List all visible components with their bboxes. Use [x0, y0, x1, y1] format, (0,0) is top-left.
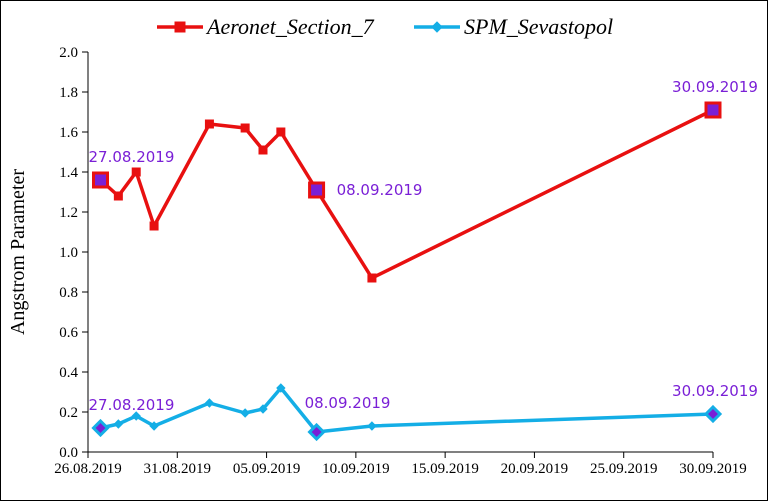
- y-tick-label: 1.4: [59, 165, 78, 181]
- x-tick-label: 31.08.2019: [144, 461, 212, 477]
- data-point-aeronet-section-7: [276, 127, 286, 137]
- highlight-point-aeronet-section-7: [92, 171, 109, 189]
- highlight-point-aeronet-section-7: [704, 101, 722, 119]
- y-axis-label: Angstrom Parameter: [7, 169, 29, 335]
- data-point-spm-sevastopol: [258, 404, 268, 414]
- data-point-aeronet-section-7: [204, 119, 214, 129]
- y-tick-label: 0.0: [59, 445, 78, 461]
- highlight-point-aeronet-section-7: [308, 181, 326, 199]
- annotation-label-aeronet-section-7: 08.09.2019: [337, 181, 423, 199]
- y-tick-label: 0.4: [59, 365, 78, 381]
- annotation-label-aeronet-section-7: 27.08.2019: [89, 148, 175, 166]
- x-tick-label: 05.09.2019: [233, 461, 301, 477]
- legend: Aeronet_Section_7 SPM_Sevastopol: [157, 14, 613, 39]
- x-tick-label: 20.09.2019: [501, 461, 569, 477]
- y-tick-label: 1.2: [59, 205, 78, 221]
- legend-label-aeronet-section-7: Aeronet_Section_7: [205, 14, 375, 39]
- annotation-label-spm-sevastopol: 08.09.2019: [305, 394, 391, 412]
- data-point-spm-sevastopol: [131, 411, 141, 421]
- x-tick-label: 10.09.2019: [322, 461, 390, 477]
- x-tick-label: 15.09.2019: [411, 461, 479, 477]
- annotation-label-spm-sevastopol: 30.09.2019: [672, 382, 758, 400]
- y-tick-label: 0.2: [59, 405, 78, 421]
- y-tick-label: 0.6: [59, 325, 78, 341]
- x-tick-label: 30.09.2019: [679, 461, 747, 477]
- data-point-aeronet-section-7: [367, 273, 377, 283]
- data-point-spm-sevastopol: [276, 383, 286, 393]
- data-point-spm-sevastopol: [113, 419, 124, 429]
- axes: 0.0 0.2 0.4 0.6 0.8 1.0 1.2 1.4 1.6 1.8 2.0 26.08.2…: [54, 45, 747, 477]
- highlight-point-spm-sevastopol: [703, 404, 723, 424]
- y-tick-label: 0.8: [59, 285, 78, 301]
- y-tick-label: 2.0: [59, 45, 78, 61]
- data-point-spm-sevastopol: [240, 408, 250, 418]
- x-tick-label: 25.09.2019: [590, 461, 658, 477]
- y-tick-label: 1.0: [59, 245, 78, 261]
- annotation-layer: 27.08.2019 08.09.2019 30.09.2019 27.08.2019…: [89, 78, 758, 414]
- series-layer: [91, 101, 723, 442]
- data-point-spm-sevastopol: [204, 398, 215, 408]
- legend-marker-aeronet-section-7: [174, 21, 186, 33]
- annotation-label-spm-sevastopol: 27.08.2019: [89, 396, 175, 414]
- data-point-spm-sevastopol: [367, 421, 377, 431]
- legend-label-spm-sevastopol: SPM_Sevastopol: [464, 14, 613, 39]
- legend-marker-spm-sevastopol: [431, 21, 443, 33]
- annotation-label-aeronet-section-7: 30.09.2019: [672, 78, 758, 96]
- y-tick-label: 1.6: [59, 125, 78, 141]
- data-point-aeronet-section-7: [113, 191, 123, 201]
- y-tick-label: 1.8: [59, 85, 78, 101]
- data-point-spm-sevastopol: [149, 421, 159, 431]
- highlight-point-spm-sevastopol: [307, 422, 326, 442]
- x-tick-label: 26.08.2019: [54, 461, 122, 477]
- data-point-aeronet-section-7: [131, 167, 141, 177]
- data-point-aeronet-section-7: [240, 123, 250, 133]
- data-point-aeronet-section-7: [149, 221, 159, 231]
- highlight-point-spm-sevastopol: [91, 418, 110, 438]
- data-point-aeronet-section-7: [258, 145, 268, 155]
